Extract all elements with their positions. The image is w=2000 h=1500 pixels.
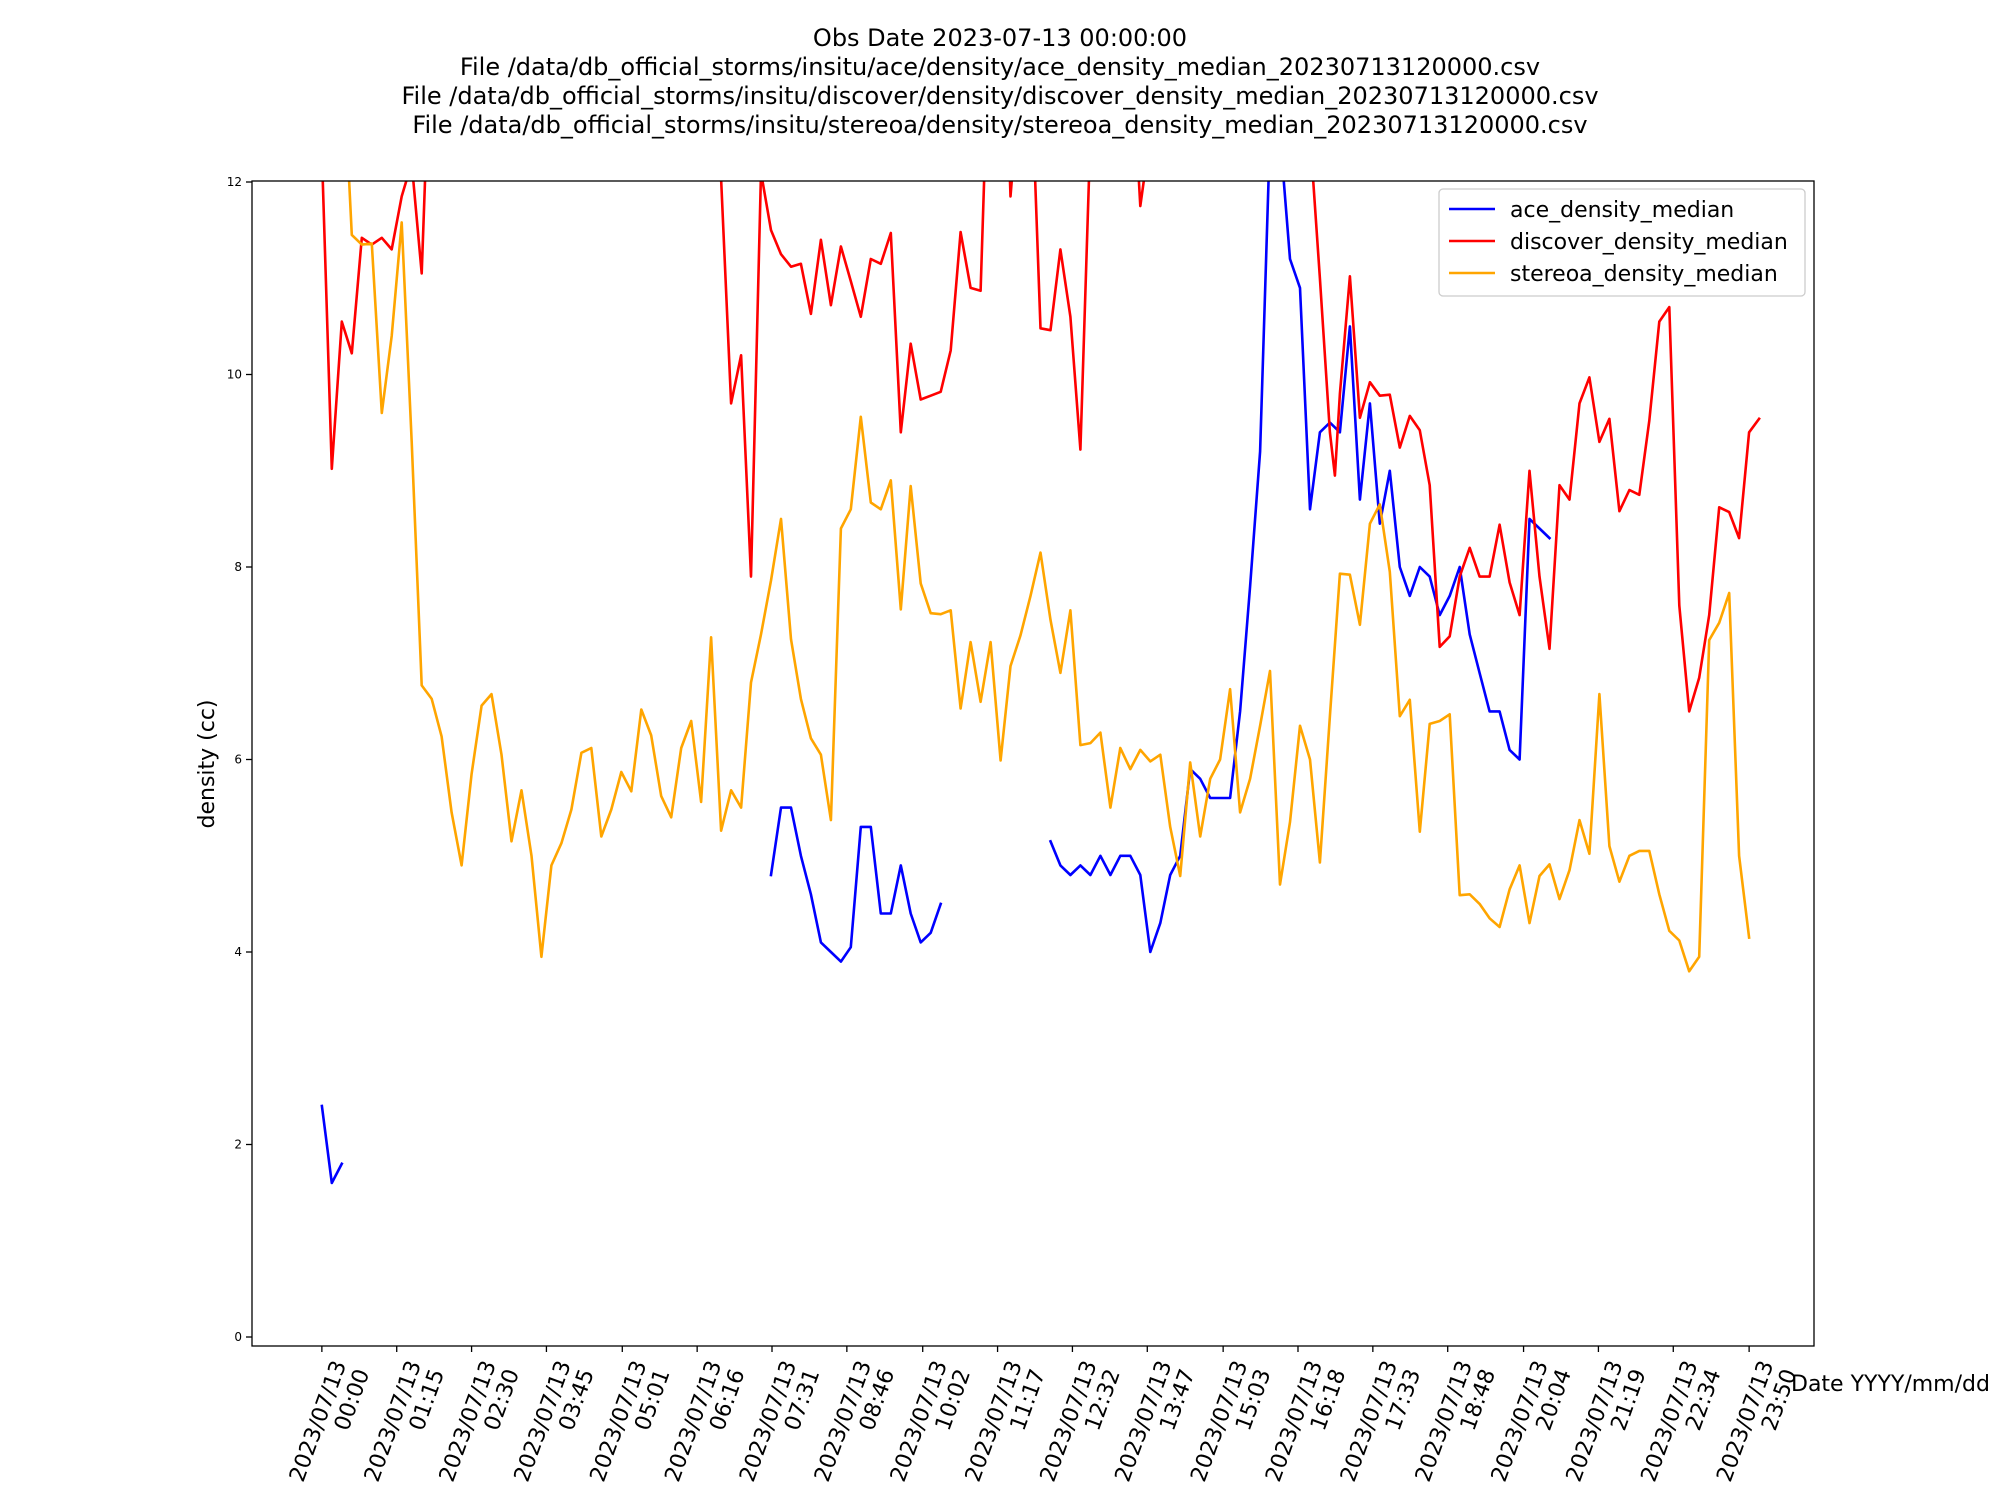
discover_density_median-line: [1008, 181, 1014, 198]
plot-area-background: [252, 181, 1814, 1346]
x-tick-label: 2023/07/1323:50: [1712, 1358, 1802, 1494]
y-tick-label: 0: [234, 1330, 242, 1344]
stereoa_density_median-line: [347, 181, 1751, 973]
y-tick-label: 12: [227, 175, 242, 189]
discover_density_median-line: [1033, 181, 1091, 451]
discover_density_median-line: [719, 181, 986, 578]
chart-title-stereoa-file: File /data/db_official_storms/insitu/ste…: [412, 111, 1588, 139]
chart-title-discover-file: File /data/db_official_storms/insitu/dis…: [401, 82, 1599, 110]
legend-label-stereoa_density_median: stereoa_density_median: [1510, 262, 1778, 287]
series-layer: [320, 181, 1761, 1185]
y-tick-label: 10: [227, 368, 242, 382]
legend-label-ace_density_median: ace_density_median: [1510, 198, 1734, 223]
legend-frame: [1438, 188, 1806, 297]
ace_density_median-line: [320, 1104, 344, 1185]
discover_density_median-line: [1137, 181, 1146, 208]
chart-title-ace-file: File /data/db_official_storms/insitu/ace…: [459, 53, 1541, 81]
legend: ace_density_median discover_density_media…: [1438, 188, 1806, 297]
plot-frame: [251, 180, 1815, 1347]
chart-title-block: Obs Date 2023-07-13 00:00:00 File /data/…: [0, 24, 2000, 140]
y-tick-label: 4: [234, 945, 242, 959]
y-tick-label: 2: [234, 1138, 242, 1152]
y-tick-label: 6: [234, 753, 242, 767]
y-axis-label: density (cc): [195, 699, 220, 828]
x-axis-label: Date YYYY/mm/dd: [1791, 1372, 1990, 1397]
y-tick-label: 8: [234, 560, 242, 574]
chart-title-obs-date: Obs Date 2023-07-13 00:00:00: [812, 24, 1188, 52]
ace_density_median-line: [1048, 181, 1552, 954]
discover_density_median-line: [1311, 181, 1761, 713]
legend-label-discover_density_median: discover_density_median: [1510, 230, 1788, 255]
ace_density_median-line: [769, 806, 943, 963]
